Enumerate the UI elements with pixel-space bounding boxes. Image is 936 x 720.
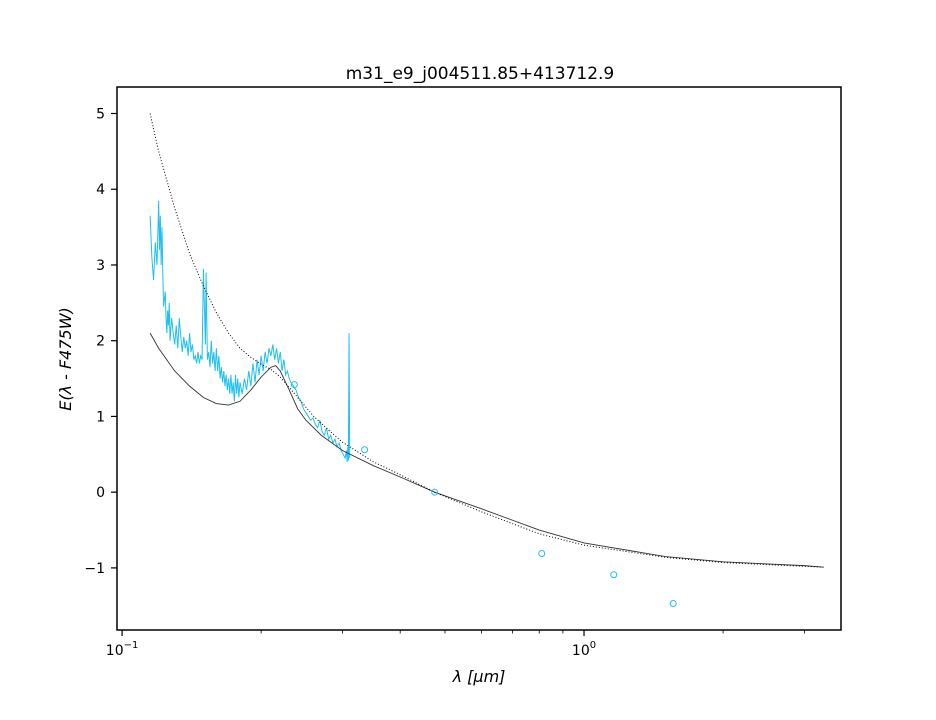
photometry-point: [290, 381, 298, 389]
y-tick-label: 4: [96, 182, 105, 198]
series-layer: [149, 113, 824, 607]
y-tick-label: 3: [96, 258, 105, 274]
model-curve-solid: [149, 332, 824, 568]
y-tick-label: 0: [96, 485, 105, 501]
y-tick-label: 5: [96, 107, 105, 123]
spectrum-series-line: [149, 200, 351, 462]
x-tick-label: 100: [572, 640, 596, 659]
photometry-point: [538, 550, 546, 558]
y-tick-label: 1: [96, 409, 105, 425]
plot-frame: [116, 86, 842, 631]
photometry-point: [610, 571, 618, 579]
y-tick-label: −1: [84, 561, 105, 577]
chart-title: m31_e9_j004511.85+413712.9: [346, 64, 614, 84]
x-axis-label: λ [μm]: [452, 667, 506, 686]
axes-layer: −1 0 1 2 3 4 5 10−1 100: [84, 107, 805, 659]
photometry-point: [361, 446, 369, 454]
y-tick-label: 2: [96, 334, 105, 350]
photometry-point: [431, 488, 439, 496]
photometry-point: [669, 599, 677, 607]
model-curve-dotted: [149, 113, 824, 568]
y-axis-label: E(λ - F475W): [56, 307, 75, 411]
x-tick-label: 10−1: [106, 640, 139, 659]
